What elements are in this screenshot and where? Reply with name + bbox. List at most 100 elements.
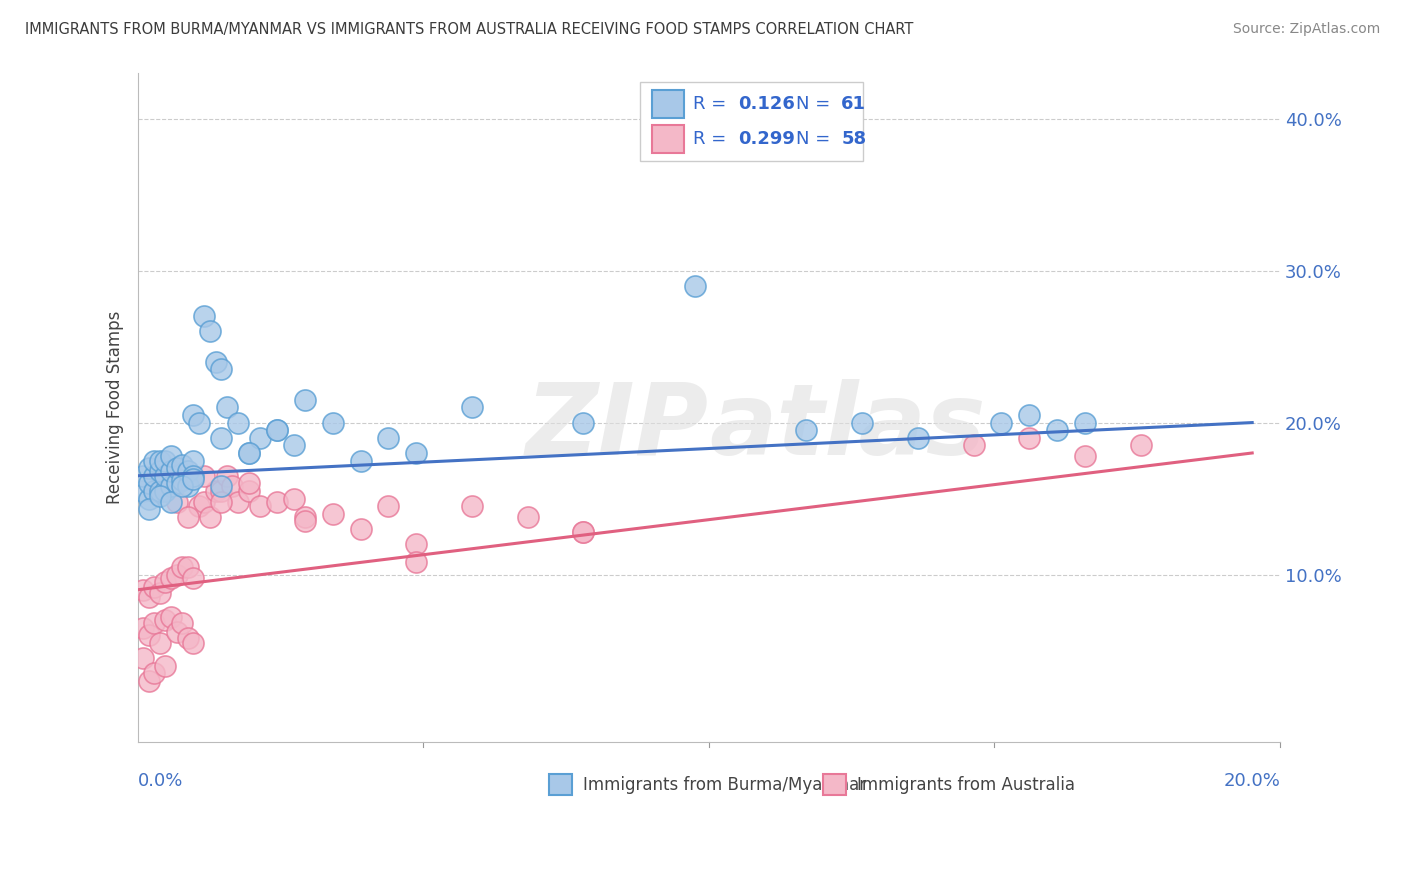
Point [1074,416,1097,430]
Point [132,483,155,498]
Point [187,499,209,513]
Point [209,362,232,376]
Point [160,464,183,478]
Point [155,476,177,491]
Point [193,309,215,323]
Point [160,571,183,585]
Point [181,472,204,486]
Point [1074,449,1097,463]
Point [238,476,260,491]
Point [226,416,249,430]
Point [172,616,194,631]
Bar [640,82,863,161]
Text: Source: ZipAtlas.com: Source: ZipAtlas.com [1233,22,1381,37]
Point [461,499,484,513]
Point [160,479,183,493]
Point [294,392,316,407]
Point [1129,438,1152,452]
Point [138,628,160,642]
Point [209,431,232,445]
Point [322,416,344,430]
Point [215,468,238,483]
Point [177,479,200,493]
Point [266,423,288,437]
Text: Immigrants from Australia: Immigrants from Australia [858,775,1076,794]
Point [209,479,232,493]
Point [166,476,188,491]
Point [283,491,305,506]
Text: IMMIGRANTS FROM BURMA/MYANMAR VS IMMIGRANTS FROM AUSTRALIA RECEIVING FOOD STAMPS: IMMIGRANTS FROM BURMA/MYANMAR VS IMMIGRA… [25,22,914,37]
Point [204,483,226,498]
Point [1018,408,1040,422]
Point [198,509,221,524]
Point [155,483,177,498]
Point [132,651,155,665]
Point [187,416,209,430]
Bar [823,774,846,796]
Point [249,431,271,445]
Point [962,438,984,452]
Point [405,556,427,570]
Point [166,494,188,508]
Point [349,453,371,467]
Point [149,483,172,498]
Point [683,278,706,293]
Point [377,499,399,513]
Point [155,453,177,467]
Point [851,416,873,430]
Point [143,468,166,483]
Point [283,438,305,452]
Point [516,509,538,524]
Point [461,401,484,415]
Point [132,582,155,597]
Point [155,575,177,590]
Point [138,491,160,506]
Point [204,355,226,369]
Text: 20.0%: 20.0% [1223,772,1279,790]
Text: N =: N = [796,95,835,113]
Point [322,507,344,521]
Point [238,446,260,460]
Point [193,494,215,508]
Point [349,522,371,536]
Point [138,476,160,491]
Point [132,468,155,483]
Point [221,479,243,493]
Point [143,580,166,594]
Point [572,416,595,430]
Text: 61: 61 [841,95,866,113]
Text: ZIP: ZIP [526,379,709,476]
Point [172,560,194,574]
Point [138,502,160,516]
Point [149,464,172,478]
Point [181,468,204,483]
Text: atlas: atlas [709,379,986,476]
Text: 58: 58 [841,130,866,148]
Point [143,453,166,467]
Point [166,567,188,582]
Bar [652,125,683,153]
Point [172,458,194,472]
Point [215,401,238,415]
Point [990,416,1012,430]
Point [177,632,200,646]
Point [181,408,204,422]
Point [138,591,160,605]
Point [266,494,288,508]
Y-axis label: Receiving Food Stamps: Receiving Food Stamps [107,310,124,504]
Point [149,453,172,467]
Point [1046,423,1069,437]
Point [1018,431,1040,445]
Point [155,613,177,627]
Point [143,616,166,631]
Point [796,423,818,437]
Point [132,621,155,635]
Point [209,494,232,508]
Point [155,658,177,673]
Point [181,636,204,650]
Point [238,446,260,460]
Point [160,610,183,624]
Point [143,483,166,498]
Text: N =: N = [796,130,835,148]
Point [907,431,929,445]
